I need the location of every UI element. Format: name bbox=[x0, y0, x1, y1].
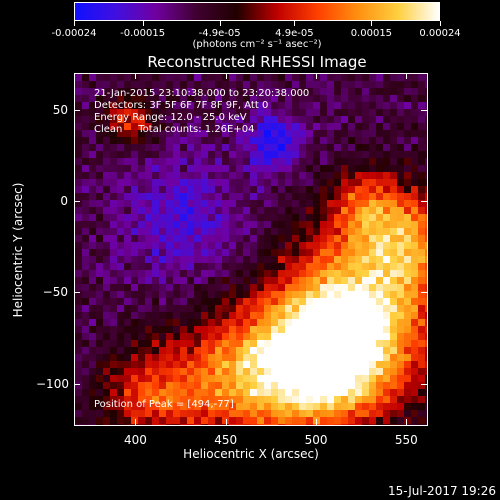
colorbar-tick bbox=[219, 21, 221, 26]
x-tick-mark bbox=[135, 73, 137, 79]
y-tick-mark bbox=[421, 201, 427, 203]
colorbar-units: (photons cm⁻² s⁻¹ asec⁻²) bbox=[192, 39, 322, 50]
rhessi-image-plot: 21-Jan-2015 23:10:38.000 to 23:20:38.000… bbox=[74, 73, 428, 426]
x-tick-label: 500 bbox=[304, 433, 328, 447]
colorbar-tick-label: -4.9e-05 bbox=[198, 28, 241, 39]
plot-title: Reconstructed RHESSI Image bbox=[147, 53, 367, 71]
colorbar-tick bbox=[371, 21, 373, 26]
colorbar-tick bbox=[74, 21, 75, 26]
x-tick-label: 450 bbox=[214, 433, 238, 447]
x-tick-mark bbox=[225, 73, 227, 79]
time-range-annotation: 21-Jan-2015 23:10:38.000 to 23:20:38.000 bbox=[94, 88, 310, 99]
y-tick-mark bbox=[421, 109, 427, 111]
x-tick-mark bbox=[316, 73, 318, 79]
colorbar-tick bbox=[294, 21, 296, 26]
y-tick-label: 50 bbox=[52, 102, 68, 117]
colorbar-tick-label: -0.00015 bbox=[120, 28, 166, 39]
y-axis-label: Heliocentric Y (arcsec) bbox=[11, 182, 25, 318]
y-tick-mark bbox=[74, 383, 80, 385]
x-tick-label: 550 bbox=[394, 433, 418, 447]
x-tick-mark bbox=[135, 419, 137, 425]
colorbar bbox=[74, 2, 440, 21]
y-tick-mark bbox=[421, 292, 427, 294]
y-tick-mark bbox=[421, 383, 427, 385]
x-tick-mark bbox=[406, 419, 408, 425]
clean-counts-annotation: Clean Total counts: 1.26E+04 bbox=[94, 124, 255, 135]
x-tick-mark bbox=[406, 73, 408, 79]
detectors-annotation: Detectors: 3F 5F 6F 7F 8F 9F, Att 0 bbox=[94, 100, 269, 111]
peak-position-annotation: Position of Peak = [494,-77] bbox=[94, 399, 234, 410]
colorbar-tick-label: -0.00024 bbox=[51, 28, 97, 39]
y-tick-mark bbox=[74, 109, 80, 111]
colorbar-tick bbox=[440, 21, 441, 26]
y-tick-label: −100 bbox=[36, 376, 69, 391]
energy-range-annotation: Energy Range: 12.0 - 25.0 keV bbox=[94, 112, 247, 123]
x-tick-label: 400 bbox=[123, 433, 147, 447]
timestamp: 15-Jul-2017 19:26 bbox=[387, 484, 496, 498]
y-tick-mark bbox=[74, 201, 80, 203]
x-axis-label: Heliocentric X (arcsec) bbox=[183, 447, 319, 461]
colorbar-tick-label: 0.00024 bbox=[419, 28, 461, 39]
rhessi-image bbox=[75, 74, 427, 425]
colorbar-tick-label: 4.9e-05 bbox=[275, 28, 314, 39]
colorbar-tick bbox=[142, 21, 144, 26]
y-tick-label: 0 bbox=[60, 194, 68, 209]
x-tick-mark bbox=[316, 419, 318, 425]
y-tick-mark bbox=[74, 292, 80, 294]
colorbar-tick-label: 0.00015 bbox=[350, 28, 393, 39]
x-tick-mark bbox=[225, 419, 227, 425]
y-tick-label: −50 bbox=[42, 285, 68, 300]
